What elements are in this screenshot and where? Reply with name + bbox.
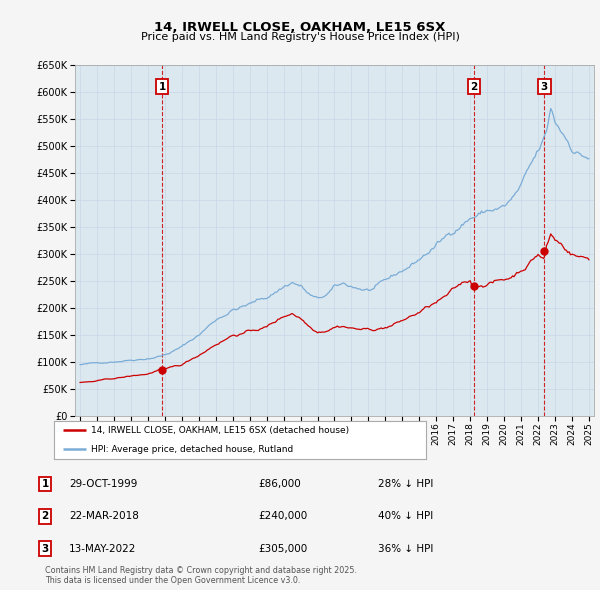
Text: 28% ↓ HPI: 28% ↓ HPI (378, 479, 433, 489)
Text: 2: 2 (41, 512, 49, 521)
Text: Contains HM Land Registry data © Crown copyright and database right 2025.
This d: Contains HM Land Registry data © Crown c… (45, 566, 357, 585)
Text: 14, IRWELL CLOSE, OAKHAM, LE15 6SX (detached house): 14, IRWELL CLOSE, OAKHAM, LE15 6SX (deta… (91, 426, 349, 435)
Text: £86,000: £86,000 (258, 479, 301, 489)
Text: 3: 3 (541, 81, 548, 91)
Text: 22-MAR-2018: 22-MAR-2018 (69, 512, 139, 521)
Text: 29-OCT-1999: 29-OCT-1999 (69, 479, 137, 489)
Text: 2: 2 (470, 81, 478, 91)
Text: 14, IRWELL CLOSE, OAKHAM, LE15 6SX: 14, IRWELL CLOSE, OAKHAM, LE15 6SX (154, 21, 446, 34)
Text: 1: 1 (41, 479, 49, 489)
Text: 13-MAY-2022: 13-MAY-2022 (69, 544, 136, 553)
Text: 3: 3 (41, 544, 49, 553)
Text: £305,000: £305,000 (258, 544, 307, 553)
Text: 36% ↓ HPI: 36% ↓ HPI (378, 544, 433, 553)
Text: Price paid vs. HM Land Registry's House Price Index (HPI): Price paid vs. HM Land Registry's House … (140, 32, 460, 42)
Text: HPI: Average price, detached house, Rutland: HPI: Average price, detached house, Rutl… (91, 445, 293, 454)
Text: 40% ↓ HPI: 40% ↓ HPI (378, 512, 433, 521)
Text: £240,000: £240,000 (258, 512, 307, 521)
Text: 1: 1 (158, 81, 166, 91)
